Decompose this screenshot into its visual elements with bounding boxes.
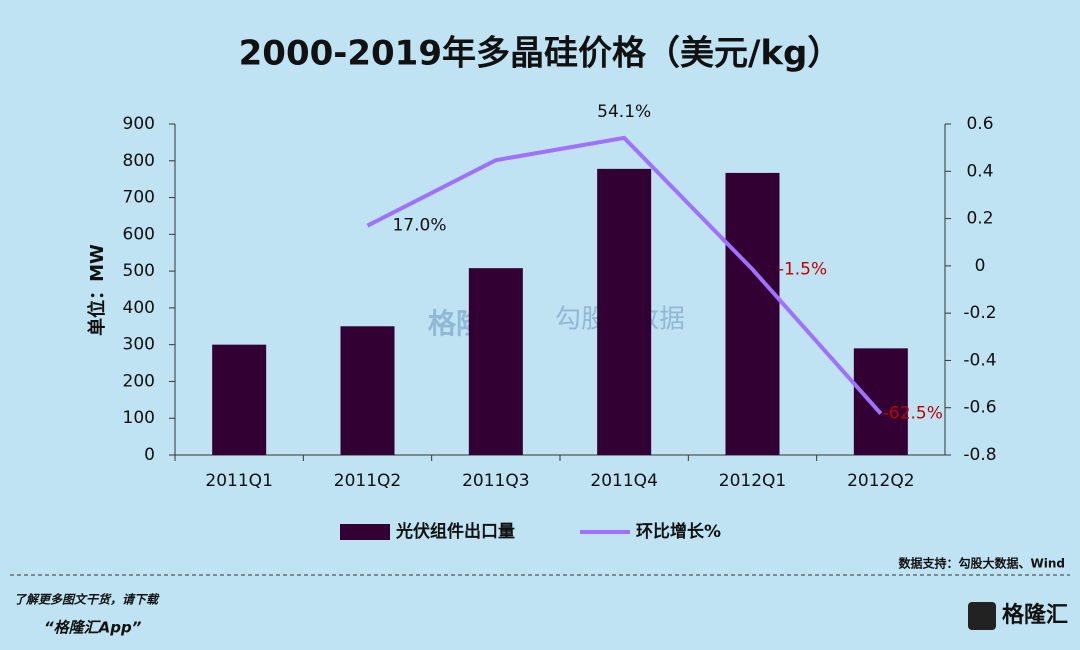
legend-swatch xyxy=(340,524,390,540)
y-tick-label: 200 xyxy=(123,371,155,391)
bar xyxy=(212,344,267,455)
bar xyxy=(340,326,395,455)
line xyxy=(366,135,883,415)
y-tick-label: 0 xyxy=(144,445,155,465)
logo-icon xyxy=(968,602,996,630)
footer-text: 了解更多图文干货，请下载 xyxy=(14,593,160,607)
bar xyxy=(597,168,652,455)
y2-tick-label: -0.6 xyxy=(963,398,996,418)
y-tick-label: 300 xyxy=(123,335,155,355)
legend-label: 光伏组件出口量 xyxy=(395,521,515,542)
y-tick-label: 100 xyxy=(123,408,155,428)
y-tick-label: 800 xyxy=(123,151,155,171)
y-tick-label: 400 xyxy=(123,298,155,318)
y2-tick-label: 0.6 xyxy=(966,114,993,134)
y2-tick-label: -0.2 xyxy=(963,303,996,323)
x-tick-label: 2011Q4 xyxy=(590,471,657,491)
footer-app: “格隆汇App” xyxy=(44,619,142,637)
chart-title: 2000-2019年多晶硅价格（美元/kg） xyxy=(239,34,842,74)
y-tick-label: 500 xyxy=(123,261,155,281)
y2-tick-label: 0 xyxy=(975,256,986,276)
x-tick-label: 2011Q1 xyxy=(205,471,272,491)
bar xyxy=(853,348,908,455)
y-tick-label: 600 xyxy=(123,224,155,244)
y2-tick-label: 0.2 xyxy=(966,209,993,229)
y2-tick-label: -0.8 xyxy=(963,445,996,465)
logo-text: 格隆汇 xyxy=(1002,602,1068,628)
data-label: 17.0% xyxy=(392,216,446,236)
x-tick-label: 2012Q2 xyxy=(847,471,914,491)
x-tick-label: 2011Q3 xyxy=(462,471,529,491)
x-tick-label: 2011Q2 xyxy=(334,471,401,491)
y-axis-label: 单位：MW xyxy=(86,244,108,336)
y-tick-label: 900 xyxy=(123,114,155,134)
bar xyxy=(725,172,780,456)
legend-label: 环比增长% xyxy=(636,521,721,542)
data-label: 54.1% xyxy=(597,102,651,122)
data-label: -1.5% xyxy=(778,259,827,279)
source: 数据支持：勾股大数据、Wind xyxy=(899,556,1065,571)
y2-tick-label: -0.4 xyxy=(963,350,996,370)
data-label: -62.5% xyxy=(883,404,943,424)
y2-tick-label: 0.4 xyxy=(966,161,993,181)
bar xyxy=(468,268,523,455)
y-tick-label: 700 xyxy=(123,188,155,208)
x-tick-label: 2012Q1 xyxy=(719,471,786,491)
